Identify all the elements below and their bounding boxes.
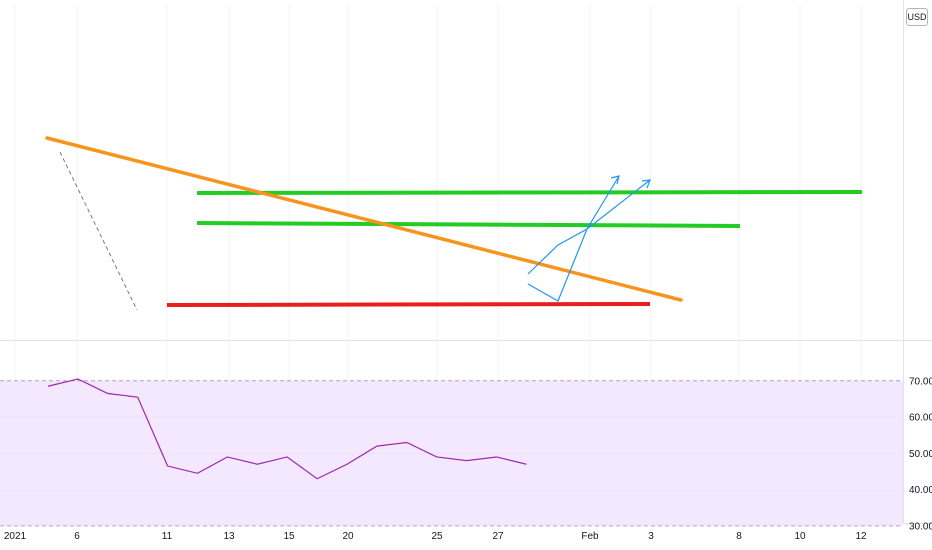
time-axis-tick: 13 — [223, 531, 235, 542]
rsi-axis-tick: 40.00 — [909, 485, 932, 496]
time-axis-tick: 27 — [492, 531, 504, 542]
rsi-line[interactable] — [47, 378, 527, 480]
time-axis-tick: 25 — [431, 531, 443, 542]
time-axis-tick: 2021 — [4, 531, 27, 542]
rsi-axis-tick: 30.00 — [909, 521, 932, 532]
rsi-axis-tick: 60.00 — [909, 413, 932, 424]
resistance-line-lower[interactable] — [196, 221, 741, 228]
projection-arrowhead — [641, 179, 651, 189]
time-axis-tick: Feb — [581, 531, 599, 542]
rsi-axis-tick: 70.00 — [909, 376, 932, 387]
currency-badge[interactable]: USD — [906, 8, 928, 26]
time-axis-tick: 15 — [283, 531, 295, 542]
time-axis-tick: 11 — [162, 531, 173, 542]
downtrend-line[interactable] — [45, 136, 683, 302]
rsi-axis-tick: 50.00 — [909, 449, 932, 460]
time-axis-tick: 10 — [794, 531, 806, 542]
projection-path-upper[interactable] — [527, 175, 620, 275]
resistance-line-upper[interactable] — [196, 190, 863, 195]
time-axis-tick: 12 — [855, 531, 867, 542]
time-axis-tick: 20 — [342, 531, 354, 542]
projection-path-lower[interactable] — [527, 179, 651, 302]
projection-arrowhead — [610, 175, 620, 185]
support-line[interactable] — [166, 302, 651, 307]
fib-anchor-line — [59, 151, 138, 311]
time-axis-tick: 6 — [74, 531, 80, 542]
time-axis-tick: 3 — [648, 531, 654, 542]
time-axis-tick: 8 — [736, 531, 742, 542]
